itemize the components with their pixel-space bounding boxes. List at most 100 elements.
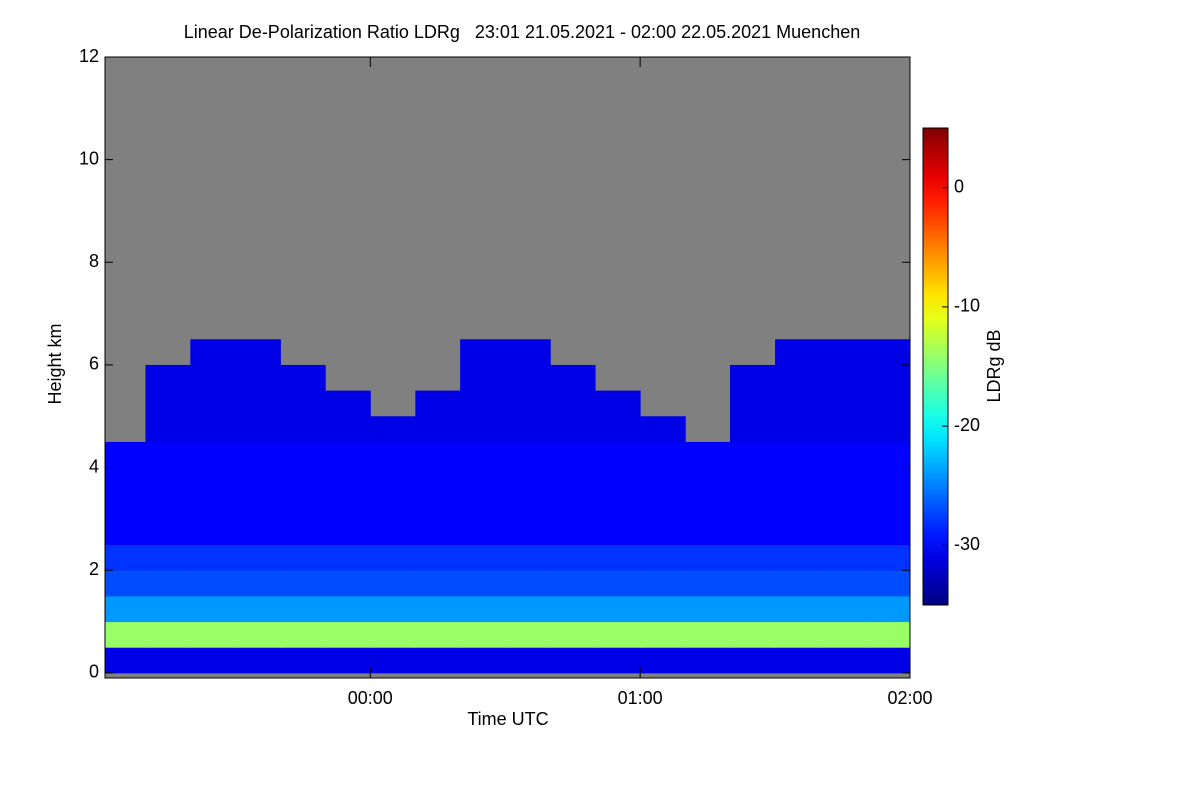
heatmap-cell [370, 441, 416, 469]
heatmap-cell [370, 647, 416, 674]
heatmap-cell [550, 467, 596, 494]
heatmap-cell [640, 570, 686, 597]
heatmap-cell [190, 570, 236, 597]
heatmap-cell [460, 390, 506, 417]
heatmap-cell [864, 544, 911, 571]
heatmap-cell [145, 621, 191, 648]
heatmap-cell [370, 518, 416, 546]
heatmap-cell [505, 647, 551, 674]
heatmap-cell [595, 493, 641, 520]
heatmap-cell [235, 595, 281, 623]
heatmap-cell [370, 416, 416, 443]
heatmap-cell [775, 518, 821, 546]
heatmap-cell [505, 493, 551, 520]
heatmap-cell [280, 493, 326, 520]
heatmap-cell [595, 390, 641, 417]
heatmap-cell [190, 467, 236, 494]
heatmap-cell [235, 390, 281, 417]
heatmap-cell [685, 570, 731, 597]
heatmap-cell [280, 364, 326, 392]
heatmap-cell [235, 467, 281, 494]
y-tick-label: 10 [79, 148, 99, 168]
heatmap-cell [505, 518, 551, 546]
heatmap-cell [325, 544, 371, 571]
heatmap-cell [190, 493, 236, 520]
heatmap-cell [550, 390, 596, 417]
heatmap-cell [105, 595, 146, 623]
heatmap-cell [820, 364, 866, 392]
heatmap-cell [280, 647, 326, 674]
heatmap-cell [370, 544, 416, 571]
heatmap-cell [280, 441, 326, 469]
x-tick-label: 02:00 [887, 688, 932, 708]
heatmap-cell [415, 621, 461, 648]
heatmap-cell [325, 416, 371, 443]
heatmap-cell [730, 647, 776, 674]
heatmap-cell [460, 441, 506, 469]
heatmap-cell [550, 621, 596, 648]
heatmap-cell [685, 544, 731, 571]
heatmap-cell [280, 390, 326, 417]
heatmap-cell [460, 621, 506, 648]
heatmap-cell [595, 467, 641, 494]
colorbar-tick-label: -10 [954, 296, 980, 316]
heatmap-cell [460, 570, 506, 597]
heatmap-cell [595, 647, 641, 674]
heatmap-cell [105, 518, 146, 546]
heatmap-cell [505, 390, 551, 417]
colorbar [922, 127, 949, 606]
x-axis-label: Time UTC [467, 709, 548, 729]
heatmap-cell [370, 467, 416, 494]
heatmap-cell [145, 595, 191, 623]
y-axis-label: Height km [45, 323, 65, 404]
heatmap-cell [550, 518, 596, 546]
heatmap-cell [864, 595, 911, 623]
heatmap-cell [505, 364, 551, 392]
x-tick-label: 01:00 [618, 688, 663, 708]
heatmap-cell [685, 493, 731, 520]
heatmap-cell [280, 416, 326, 443]
heatmap-cell [370, 493, 416, 520]
heatmap-cell [325, 518, 371, 546]
heatmap-cell [730, 595, 776, 623]
heatmap-cell [820, 544, 866, 571]
heatmap-cell [460, 339, 506, 366]
heatmap-cell [820, 467, 866, 494]
heatmap-cell [325, 441, 371, 469]
heatmap-cell [145, 570, 191, 597]
heatmap-cell [820, 595, 866, 623]
heatmap-cell [190, 595, 236, 623]
heatmap-cell [820, 621, 866, 648]
heatmap-cell [460, 493, 506, 520]
heatmap-cell [595, 518, 641, 546]
heatmap-cell [145, 493, 191, 520]
heatmap-cell [550, 595, 596, 623]
heatmap-cell [505, 570, 551, 597]
heatmap-cell [505, 621, 551, 648]
heatmap-cell [864, 441, 911, 469]
heatmap-cell [145, 416, 191, 443]
heatmap-cell [685, 518, 731, 546]
heatmap-cell [640, 467, 686, 494]
heatmap-cell [550, 544, 596, 571]
heatmap-cell [105, 544, 146, 571]
heatmap-cell [460, 544, 506, 571]
heatmap-cell [235, 544, 281, 571]
heatmap-cell [595, 441, 641, 469]
heatmap-cell [640, 647, 686, 674]
heatmap-cell [730, 518, 776, 546]
heatmap-cell [550, 493, 596, 520]
heatmap-cell [145, 467, 191, 494]
heatmap-cell [550, 364, 596, 392]
heatmap-cell [235, 339, 281, 366]
heatmap-cell [864, 570, 911, 597]
heatmap-cell [775, 339, 821, 366]
heatmap-cell [550, 416, 596, 443]
heatmap-cell [820, 493, 866, 520]
heatmap-cell [685, 621, 731, 648]
heatmap-cell [595, 570, 641, 597]
heatmap-cell [415, 467, 461, 494]
heatmap-cell [864, 647, 911, 674]
heatmap-cell [460, 364, 506, 392]
